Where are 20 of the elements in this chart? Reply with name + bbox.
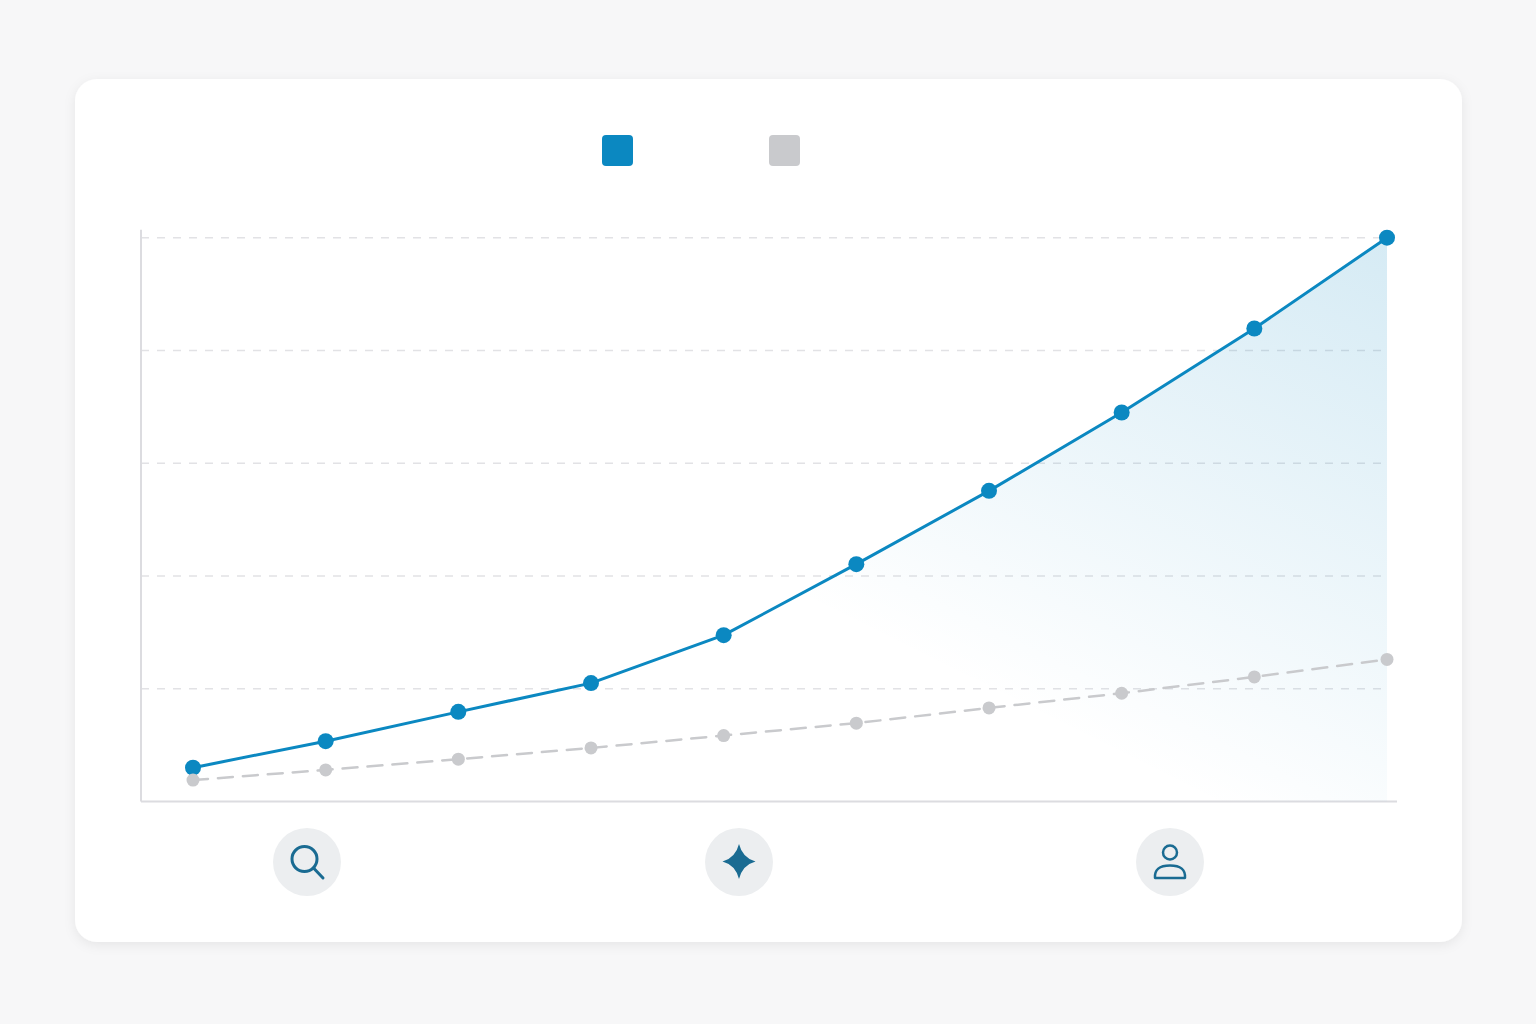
point xyxy=(981,482,997,499)
point xyxy=(715,627,732,644)
point xyxy=(319,763,333,777)
point xyxy=(584,741,598,755)
point xyxy=(450,703,467,720)
point xyxy=(1379,229,1395,246)
point xyxy=(185,759,201,776)
point xyxy=(1247,670,1261,684)
point xyxy=(317,733,334,750)
point xyxy=(848,556,865,573)
point xyxy=(1113,404,1130,421)
point xyxy=(717,729,731,743)
point xyxy=(186,773,200,787)
point xyxy=(849,716,863,730)
point xyxy=(583,675,599,692)
point xyxy=(451,752,465,766)
point xyxy=(1380,652,1394,666)
point xyxy=(982,701,996,715)
point xyxy=(1115,686,1129,700)
point xyxy=(1246,320,1263,337)
